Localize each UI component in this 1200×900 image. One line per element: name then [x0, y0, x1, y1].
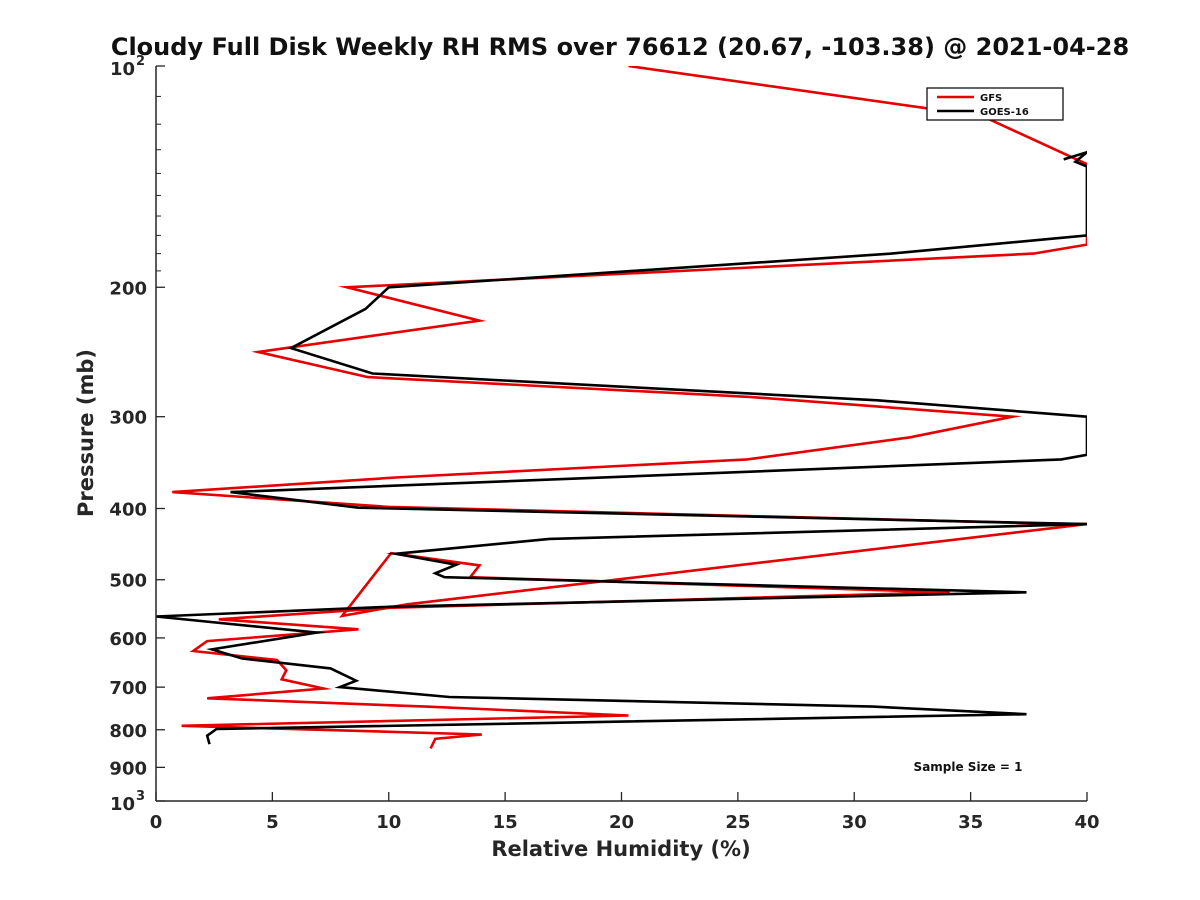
- y-tick-label: 600: [109, 629, 147, 650]
- legend-label: GOES-16: [980, 107, 1029, 118]
- x-tick-label: 25: [725, 812, 750, 833]
- series-line-goes-16: [156, 150, 1087, 745]
- legend: GFS GOES-16: [926, 87, 1064, 121]
- series-layer: [156, 66, 1087, 749]
- x-tick-label: 20: [609, 812, 634, 833]
- y-tick-label: 800: [109, 721, 147, 742]
- x-tick-label: 15: [493, 812, 518, 833]
- y-tick-exponent: 3: [136, 789, 145, 804]
- legend-label: GFS: [980, 93, 1002, 104]
- x-tick-label: 0: [150, 812, 163, 833]
- y-tick-label: 400: [109, 500, 147, 521]
- y-tick-label: 900: [109, 758, 147, 779]
- chart-title: Cloudy Full Disk Weekly RH RMS over 7661…: [111, 33, 1129, 61]
- y-tick-label: 10: [110, 59, 135, 80]
- y-tick-exponent: 2: [136, 54, 145, 69]
- y-tick-label: 10: [110, 794, 135, 815]
- y-axis-label: Pressure (mb): [74, 349, 98, 517]
- x-tick-label: 40: [1074, 812, 1099, 833]
- y-tick-label: 500: [109, 571, 147, 592]
- y-tick-label: 700: [109, 678, 147, 699]
- x-tick-label: 35: [958, 812, 983, 833]
- series-line-gfs: [172, 66, 1087, 749]
- x-axis-label: Relative Humidity (%): [491, 837, 750, 861]
- sample-size-annotation: Sample Size = 1: [914, 760, 1023, 774]
- y-tick-label: 200: [109, 278, 147, 299]
- x-tick-label: 10: [376, 812, 401, 833]
- y-tick-label: 300: [109, 408, 147, 429]
- x-tick-label: 30: [842, 812, 867, 833]
- x-tick-label: 5: [266, 812, 279, 833]
- legend-box: [926, 87, 1064, 121]
